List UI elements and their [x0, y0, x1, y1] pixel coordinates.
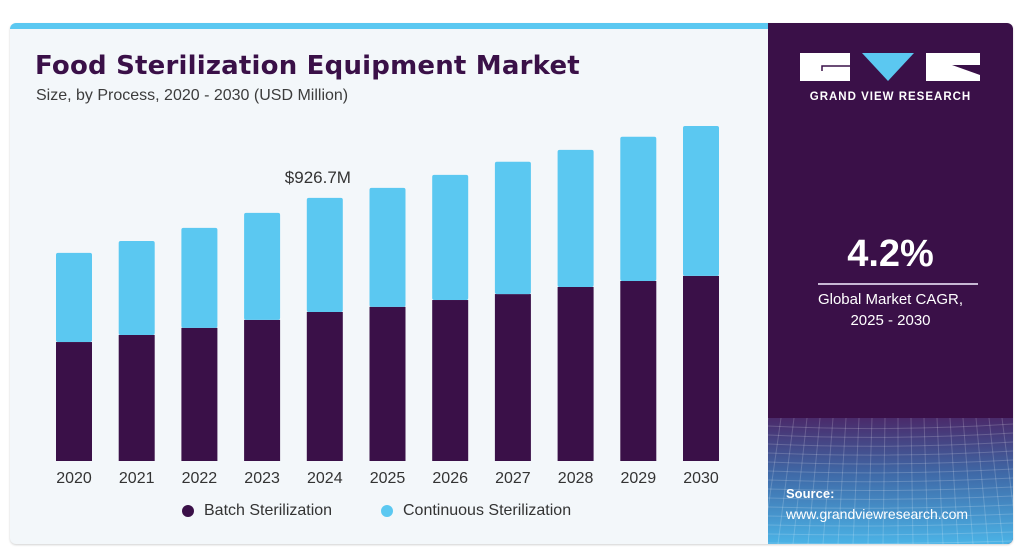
bar-batch-2021 — [118, 334, 155, 461]
grand-view-research-logo — [800, 53, 980, 81]
legend-item-continuous: Continuous Sterilization — [381, 502, 571, 520]
bar-batch-2024 — [306, 311, 343, 461]
bar-continuous-2023 — [244, 212, 281, 320]
x-tick-label: 2021 — [119, 470, 155, 487]
x-tick-label: 2025 — [370, 470, 406, 487]
x-tick-label: 2022 — [182, 470, 218, 487]
grid-background — [768, 417, 1013, 544]
x-tick-label: 2028 — [558, 470, 594, 487]
chart-card: Food Sterilization Equipment Market Size… — [10, 23, 1013, 544]
bar-chart: 2020 2021 2022 2023 2024 $926.7M 2025 2026 2027 2… — [56, 126, 719, 487]
bar-batch-2029 — [620, 281, 657, 461]
bar-batch-2022 — [181, 327, 218, 461]
info-panel: GRAND VIEW RESEARCH 4.2% Global Market C… — [768, 23, 1013, 544]
mesh-pattern — [768, 417, 1013, 544]
bar-batch-2027 — [494, 294, 531, 461]
legend-swatch-batch — [182, 505, 194, 517]
x-tick-label: 2030 — [683, 470, 719, 487]
bar-continuous-2024 — [306, 197, 343, 312]
bar-batch-2028 — [557, 286, 594, 461]
bar-continuous-2029 — [620, 136, 657, 282]
bar-batch-2026 — [432, 300, 469, 461]
bar-batch-2025 — [369, 306, 406, 461]
bar-continuous-2026 — [432, 174, 469, 301]
legend-swatch-continuous — [381, 505, 393, 517]
bar-continuous-2028 — [557, 149, 594, 287]
bar-continuous-2025 — [369, 187, 406, 307]
x-tick-label: 2026 — [432, 470, 468, 487]
cagr-label: Global Market CAGR, 2025 - 2030 — [768, 289, 1013, 331]
x-tick-label: 2029 — [621, 470, 657, 487]
accent-bar — [10, 23, 770, 29]
bar-batch-2030 — [683, 275, 719, 461]
source-url[interactable]: www.grandviewresearch.com — [786, 506, 969, 522]
x-tick-label: 2023 — [244, 470, 280, 487]
bar-batch-2023 — [244, 319, 281, 461]
cagr-label-line2: 2025 - 2030 — [850, 312, 931, 329]
x-tick-label: 2027 — [495, 470, 531, 487]
legend-label-continuous: Continuous Sterilization — [403, 502, 572, 519]
bar-continuous-2022 — [181, 227, 218, 328]
chart-subtitle: Size, by Process, 2020 - 2030 (USD Milli… — [36, 87, 349, 104]
legend-label-batch: Batch Sterilization — [204, 502, 333, 519]
data-label-2024: $926.7M — [285, 168, 351, 187]
x-tick-label: 2024 — [307, 470, 343, 487]
bar-batch-2020 — [56, 342, 92, 461]
cagr-label-line1: Global Market CAGR, — [817, 291, 964, 308]
cagr-divider — [818, 283, 978, 285]
brand-name: GRAND VIEW RESEARCH — [809, 91, 972, 103]
bar-continuous-2020 — [56, 252, 92, 343]
chart-title: Food Sterilization Equipment Market — [35, 51, 580, 81]
source-label: Source: — [786, 486, 835, 501]
legend-item-batch: Batch Sterilization — [182, 502, 332, 520]
bar-continuous-2027 — [494, 161, 531, 295]
cagr-value: 4.2% — [847, 233, 934, 275]
bar-continuous-2030 — [683, 126, 719, 276]
x-tick-label: 2020 — [56, 470, 92, 487]
bar-continuous-2021 — [118, 240, 155, 335]
